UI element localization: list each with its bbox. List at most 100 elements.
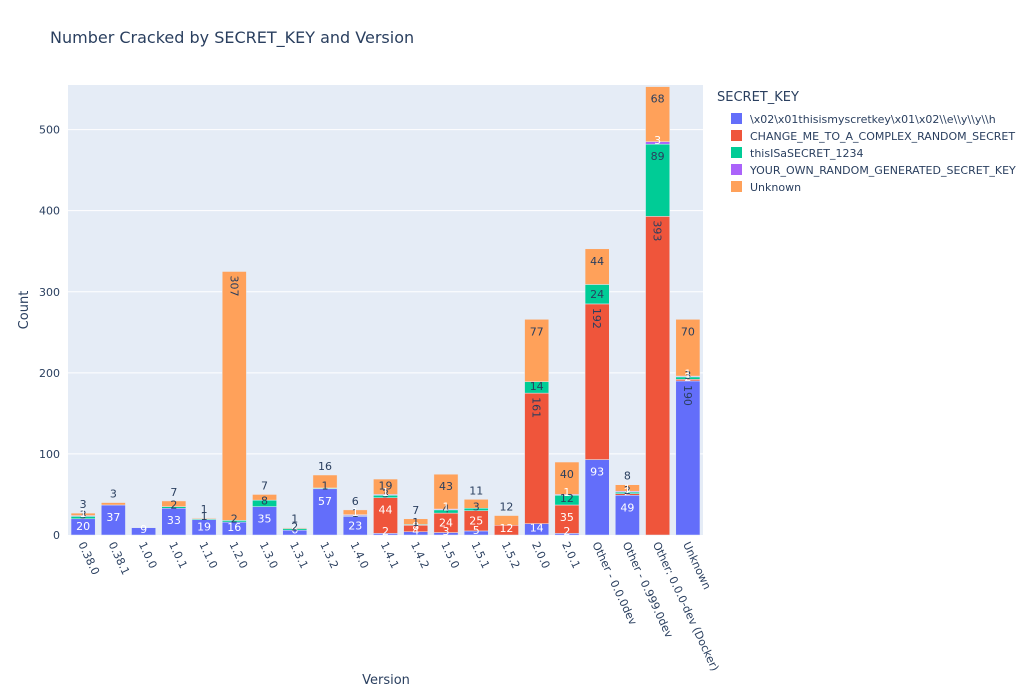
- bar-label: 1: [442, 501, 449, 514]
- bar-label: 5: [473, 524, 480, 537]
- bar-label: 40: [560, 468, 574, 481]
- bar-label: 19: [197, 520, 211, 533]
- bar-label: 1: [352, 506, 359, 519]
- bar-label: 192: [590, 308, 603, 329]
- bar-label: 35: [560, 511, 574, 524]
- bar-label: 2: [291, 520, 298, 533]
- x-tick-label: 1.3.1: [287, 540, 311, 571]
- x-axis-title: Version: [362, 673, 410, 688]
- legend-title: SECRET_KEY: [717, 90, 799, 105]
- bar-segment: [191, 517, 217, 520]
- bar-label: 37: [106, 511, 120, 524]
- bar-segment: [675, 380, 701, 536]
- bar-label: 44: [590, 255, 604, 268]
- bar-segment: [282, 527, 308, 529]
- legend-item-label: Unknown: [750, 181, 801, 194]
- x-tick-label: Unknown: [680, 540, 713, 592]
- bar-label: 49: [620, 501, 634, 514]
- legend-swatch: [731, 130, 742, 141]
- legend-swatch: [731, 147, 742, 158]
- bar-label: 1: [322, 479, 329, 492]
- x-tick-label: 0.38.0: [75, 540, 102, 577]
- x-axis-ticks: 0.38.0 0.38.1 1.0.0 1.0.1 1.1.0 1.2.0 1.3.0 1.3…: [75, 540, 721, 673]
- legend-swatch: [731, 164, 742, 175]
- x-tick-label: 1.3.0: [257, 540, 281, 571]
- bar-label: 6: [291, 524, 298, 537]
- x-tick-label: 1.4.1: [378, 540, 402, 571]
- bar-segment: [554, 461, 580, 495]
- bar-label: 7: [412, 504, 419, 517]
- legend-item-label: YOUR_OWN_RANDOM_GENERATED_SECRET_KEY: [749, 164, 1016, 177]
- x-tick-label: 1.5.2: [499, 540, 523, 571]
- x-tick-label: 1.5.1: [468, 540, 492, 571]
- bar-label: 33: [167, 514, 181, 527]
- bar-segment: [70, 512, 96, 516]
- bar-label: 14: [530, 380, 544, 393]
- y-axis-title: Count: [17, 291, 32, 330]
- legend-item-label: thisISaSECRET_1234: [750, 147, 863, 160]
- bar-label: 3: [442, 525, 449, 538]
- bar-label: 4: [442, 503, 449, 516]
- bar-label: 3: [654, 134, 661, 147]
- legend: SECRET_KEY \x02\x01thisismyscretkey\x01\…: [717, 90, 1016, 194]
- bar-label: 20: [76, 520, 90, 533]
- bar-segment: [494, 515, 519, 526]
- bar-label: 1: [352, 507, 359, 520]
- legend-swatch: [731, 113, 742, 124]
- bar-label: 14: [530, 522, 544, 535]
- bar-label: 1: [563, 486, 570, 499]
- bar-label: 1: [382, 486, 389, 499]
- bar-segment: [312, 488, 338, 536]
- bar-label: 2: [684, 371, 691, 384]
- bar-segment: [584, 303, 610, 460]
- bar-segment: [131, 527, 156, 536]
- bar-segment: [161, 507, 187, 536]
- bar-label: 93: [590, 466, 604, 479]
- bar-label: 35: [258, 513, 272, 526]
- bar-label: 1: [624, 483, 631, 496]
- legend-swatch: [731, 181, 742, 192]
- bar-segment: [101, 502, 126, 506]
- bar-segment: [342, 509, 368, 515]
- bar-label: 1: [80, 507, 87, 520]
- bar-segment: [373, 478, 398, 495]
- bar-segment: [615, 484, 640, 492]
- bar-label: 7: [170, 486, 177, 499]
- bar-label: 16: [227, 521, 241, 534]
- x-tick-label: 1.4.0: [348, 540, 372, 571]
- bar-label: 12: [560, 492, 574, 505]
- bar-segment: [584, 248, 610, 285]
- bar-label: 1: [291, 513, 298, 526]
- bar-segment: [524, 319, 550, 383]
- bar-label: 19: [379, 480, 393, 493]
- x-tick-label: 1.0.1: [166, 540, 190, 571]
- bar-label: 16: [318, 460, 332, 473]
- bar-label: 1: [201, 510, 208, 523]
- bar-label: 12: [499, 501, 513, 514]
- x-tick-label: 1.5.0: [438, 540, 462, 571]
- x-tick-label: 2.0.1: [559, 540, 583, 571]
- bar-segment: [645, 143, 670, 217]
- bar-segment: [554, 504, 580, 534]
- legend-item-label: CHANGE_ME_TO_A_COMPLEX_RANDOM_SECRET: [750, 130, 1015, 143]
- bar-label: 2: [624, 484, 631, 497]
- bar-label: 3: [80, 509, 87, 522]
- bar-label: 77: [530, 325, 544, 338]
- bar-segment: [101, 504, 126, 536]
- bar-label: 190: [681, 385, 694, 406]
- y-tick-label: 200: [39, 367, 60, 380]
- bar-segment: [645, 86, 670, 143]
- bar-label: 68: [651, 93, 665, 106]
- y-tick-label: 500: [39, 124, 60, 137]
- bars: [70, 86, 701, 536]
- bar-label: 44: [379, 504, 393, 517]
- bar-label: 2: [170, 498, 177, 511]
- x-tick-label: 1.3.2: [317, 540, 341, 571]
- y-tick-label: 400: [39, 205, 60, 218]
- bar-segment: [312, 474, 338, 489]
- bar-segment: [403, 518, 429, 525]
- bar-label: 7: [261, 479, 268, 492]
- bar-label: 3: [80, 498, 87, 511]
- bar-label: 9: [140, 523, 147, 536]
